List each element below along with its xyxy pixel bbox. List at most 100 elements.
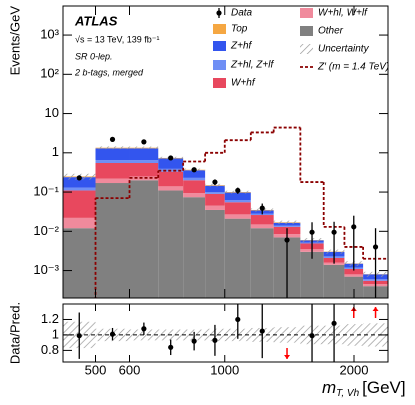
uncertainty-band — [95, 146, 130, 150]
data-point — [235, 187, 241, 194]
ratio-point — [212, 337, 218, 343]
data-point — [168, 155, 174, 161]
stack-bar — [129, 148, 159, 161]
stack-bar — [63, 190, 96, 218]
x-tick-label: 500 — [85, 362, 107, 377]
main-frame — [62, 5, 389, 299]
stack-bar — [250, 228, 274, 298]
legend-label: W+hl, W+lf — [318, 8, 368, 19]
y-tick-label: 10⁻³ — [33, 262, 59, 277]
x-tick-label: 600 — [119, 362, 141, 377]
data-point — [284, 237, 290, 243]
y-tick-label: 10 — [45, 105, 59, 120]
data-point — [309, 229, 315, 235]
stack-bar — [183, 177, 206, 181]
y-axis-label: Events/GeV — [7, 6, 22, 76]
legend-label: W+hf — [231, 78, 256, 89]
tags: 2 b-tags, merged — [74, 67, 144, 77]
stack-bar — [224, 200, 251, 203]
stack-bar — [129, 160, 159, 164]
x-axis-label: mT, Vh [GeV] — [322, 378, 406, 398]
legend-label: Z+hf — [230, 41, 253, 52]
stack-bar — [95, 163, 130, 179]
y-tick-label: 1.2 — [41, 311, 59, 326]
y-tick-label: 0.8 — [41, 342, 59, 357]
stack-bar — [205, 209, 225, 298]
stack-bar — [224, 218, 251, 298]
stack-bar — [95, 160, 130, 164]
y-tick-label: 10⁻¹ — [33, 184, 59, 199]
legend-marker — [300, 44, 313, 54]
uncertainty-band — [129, 146, 159, 149]
stack-bar — [250, 224, 274, 229]
ratio-point — [191, 338, 197, 344]
data-point — [372, 244, 379, 250]
ratio-point — [141, 326, 147, 332]
uncertainty-band — [273, 220, 301, 225]
stack-bar — [344, 268, 364, 275]
stack-bar — [250, 213, 274, 216]
off-scale-arrowhead — [372, 307, 379, 311]
legend-marker — [213, 60, 226, 70]
legend-label: Z+hl, Z+lf — [230, 60, 274, 71]
x-tick-label: 1000 — [210, 362, 239, 377]
ratio-point — [235, 316, 241, 323]
ratio-frame — [62, 303, 389, 363]
stack-bar — [300, 251, 324, 298]
stack-bar — [63, 187, 96, 191]
data-point — [212, 179, 218, 185]
stack-bar — [323, 264, 345, 298]
ratio-point — [331, 320, 337, 326]
uncertainty-band — [363, 323, 388, 347]
region: SR 0-lep. — [75, 51, 113, 61]
legend-label: Top — [231, 24, 248, 35]
stack-bar — [344, 276, 364, 298]
stack-bar — [205, 193, 225, 206]
stack-bar — [205, 192, 225, 194]
ratio-y-axis-label: Data/Pred. — [7, 302, 22, 364]
stack-bar — [158, 190, 184, 298]
main-plot — [63, 126, 388, 298]
stack-bar — [183, 197, 206, 298]
x-label-subscript: T, Vh — [336, 388, 359, 399]
legend-label: Z′ (m = 1.4 TeV) — [317, 62, 389, 73]
x-label-symbol: m — [322, 378, 336, 397]
stack-bar — [63, 177, 96, 188]
y-tick-label: 1 — [52, 144, 59, 159]
stack-bar — [273, 225, 301, 227]
stack-bar — [224, 202, 251, 215]
stack-bar — [273, 222, 301, 226]
legend-label: Data — [231, 8, 253, 19]
stack-bar — [205, 205, 225, 210]
y-tick-label: 10² — [40, 66, 59, 81]
stack-bar — [129, 163, 159, 177]
stack-bar — [95, 178, 130, 184]
legend-marker — [300, 8, 313, 18]
y-tick-label: 1 — [52, 326, 59, 341]
ratio-point — [259, 328, 265, 334]
x-tick-label: 2000 — [340, 362, 369, 377]
data-point — [141, 139, 147, 145]
legend-label: Uncertainty — [318, 44, 370, 55]
legend-marker — [216, 10, 222, 16]
stack-bar — [224, 214, 251, 219]
ratio-point — [109, 331, 116, 337]
legend-marker — [300, 26, 313, 36]
ratio-point — [76, 333, 82, 339]
stack-bar — [158, 186, 184, 191]
stack-bar — [224, 192, 251, 201]
stack-bar — [63, 217, 96, 229]
legend-label: Other — [318, 26, 344, 37]
data-point — [259, 205, 265, 211]
stack-bar — [63, 228, 96, 298]
ratio-point — [168, 344, 174, 350]
stack-bar — [323, 262, 345, 265]
y-tick-label: 10³ — [40, 26, 59, 41]
y-tick-label: 10⁻² — [33, 223, 59, 238]
stack-bar — [205, 185, 225, 193]
data-point — [331, 229, 337, 235]
off-scale-arrowhead — [284, 355, 291, 359]
data-point — [109, 136, 116, 142]
stack-bar — [158, 158, 184, 169]
